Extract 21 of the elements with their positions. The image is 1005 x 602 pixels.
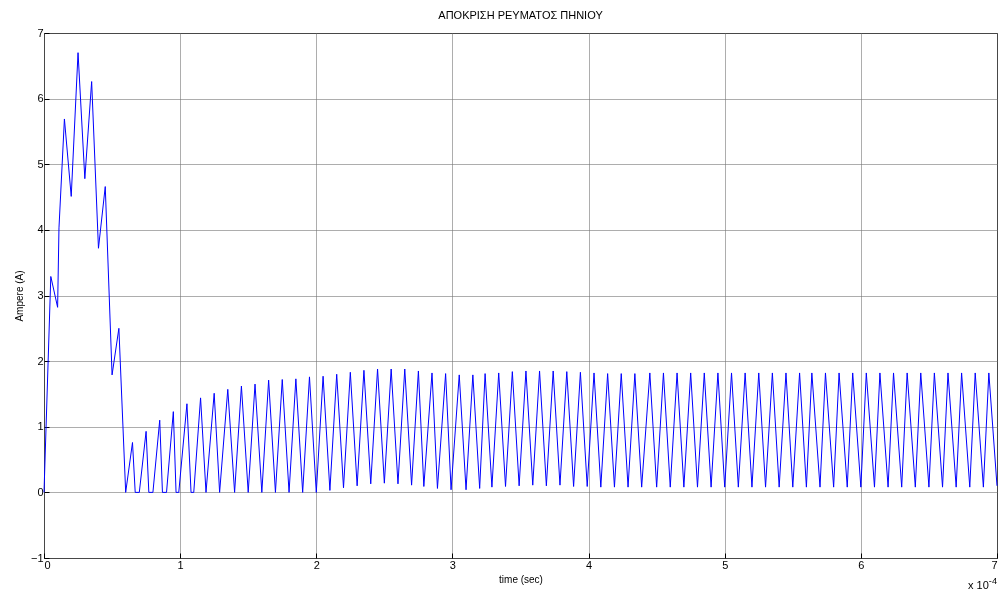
chart-title: ΑΠΟΚΡΙΣΗ ΡΕΥΜΑΤΟΣ ΠΗΝΙΟΥ: [438, 9, 604, 21]
line-series: [43, 52, 998, 493]
y-tick-label: 2: [37, 354, 44, 367]
text: x 10$^{-4}$: [968, 575, 997, 592]
x-tick-label: 1: [177, 558, 184, 571]
y-tick-label: 5: [37, 157, 44, 170]
y-tick-label: 3: [37, 289, 44, 301]
y-tick-label: −1: [30, 551, 44, 564]
x-tick-label: 2: [313, 558, 320, 571]
y-tick-label: 6: [37, 92, 44, 105]
x-tick-label: 3: [449, 558, 456, 571]
x-tick-label: 5: [722, 558, 729, 571]
x-tick-label: 6: [858, 558, 865, 571]
y-tick-label: 0: [37, 485, 44, 498]
x-tick-label: 7: [991, 558, 998, 571]
y-axis-title: Ampere (A): [13, 270, 25, 322]
y-tick-label: 7: [37, 26, 44, 39]
y-tick-label: 4: [37, 223, 44, 236]
x-tick-label: 4: [586, 558, 593, 571]
x-axis-title: time (sec): [499, 573, 543, 585]
y-tick-label: 1: [37, 420, 44, 433]
